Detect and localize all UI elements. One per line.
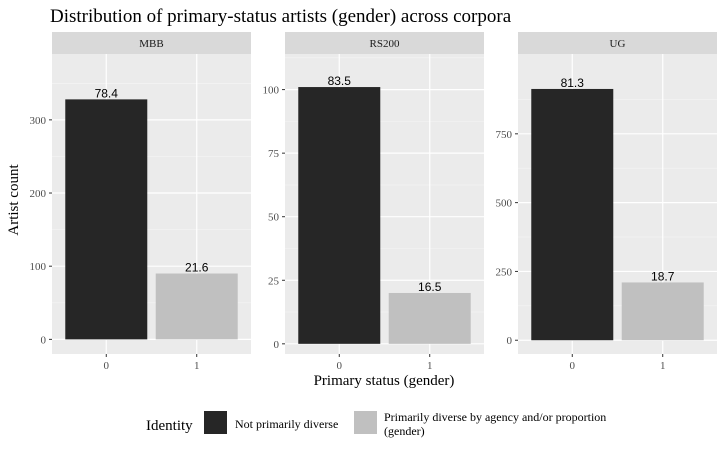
facet-strip-mbb	[52, 32, 251, 54]
x-tick-label: 0	[337, 360, 343, 372]
y-tick-label: 200	[30, 188, 47, 200]
x-tick-label: 1	[194, 360, 200, 372]
bar-rs200-1	[388, 292, 471, 344]
legend: Identity Not primarily diverse Primarily…	[146, 410, 606, 438]
bar-value-label: 78.4	[95, 86, 119, 100]
bar-mbb-0	[65, 99, 148, 340]
y-tick-label: 25	[268, 275, 280, 287]
x-axis-title: Primary status (gender)	[314, 373, 455, 389]
legend-swatch-diverse	[354, 411, 377, 434]
bar-value-label: 83.5	[328, 74, 352, 88]
facet-strip-ug	[518, 32, 717, 54]
legend-label-diverse-line2: (gender)	[384, 424, 425, 438]
y-tick-label: 300	[30, 115, 47, 127]
bar-mbb-1	[155, 273, 238, 340]
y-tick-label: 0	[41, 334, 47, 346]
y-tick-label: 750	[496, 129, 513, 141]
legend-label-diverse-line1: Primarily diverse by agency and/or propo…	[384, 410, 606, 424]
legend-swatch-not-diverse	[204, 411, 227, 434]
facet-strip-label: UG	[610, 38, 626, 50]
y-axis-title: Artist count	[6, 164, 22, 236]
y-tick-label: 50	[268, 212, 280, 224]
facet-strip-label: MBB	[139, 38, 163, 50]
y-tick-label: 100	[263, 85, 280, 97]
y-tick-label: 500	[496, 198, 513, 210]
bar-value-label: 21.6	[185, 261, 209, 275]
bar-value-label: 81.3	[561, 76, 585, 90]
x-tick-label: 1	[427, 360, 433, 372]
bar-ug-1	[621, 282, 704, 341]
bar-value-label: 16.5	[418, 280, 442, 294]
facet-strip-rs200	[285, 32, 484, 54]
x-tick-label: 0	[570, 360, 576, 372]
chart-title: Distribution of primary-status artists (…	[50, 6, 512, 27]
bar-rs200-0	[298, 87, 381, 344]
bar-value-label: 18.7	[651, 269, 675, 283]
bar-ug-0	[531, 88, 614, 341]
legend-title: Identity	[146, 418, 193, 434]
y-tick-label: 0	[274, 339, 280, 351]
y-tick-label: 250	[496, 266, 513, 278]
x-tick-label: 1	[660, 360, 666, 372]
facet-strip-label: RS200	[370, 38, 400, 50]
legend-label-not-diverse: Not primarily diverse	[235, 417, 338, 431]
y-tick-label: 100	[30, 261, 47, 273]
y-tick-label: 75	[268, 148, 280, 160]
y-tick-label: 0	[507, 335, 513, 347]
x-tick-label: 0	[104, 360, 110, 372]
